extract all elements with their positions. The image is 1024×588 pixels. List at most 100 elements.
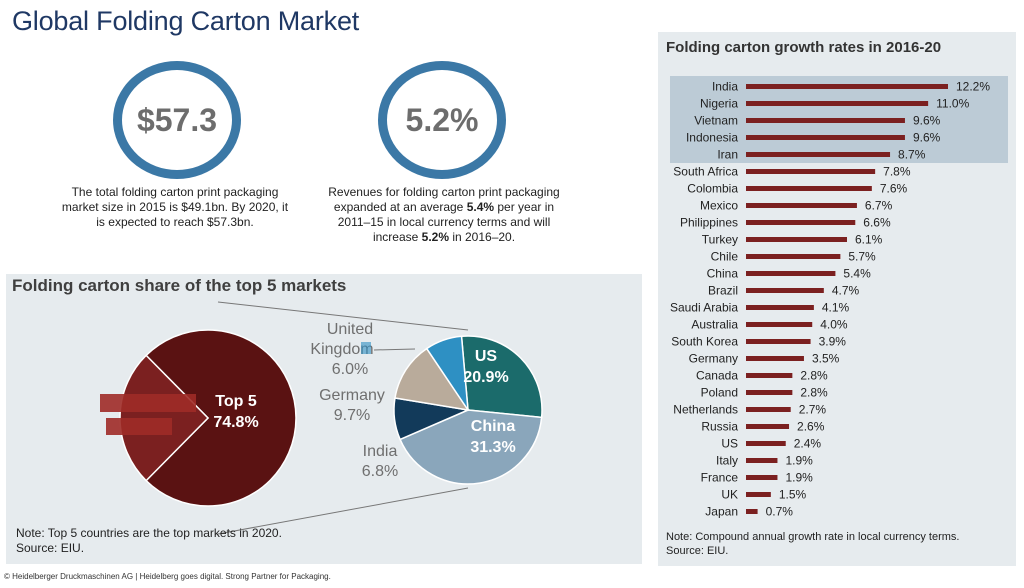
pie-value-us: 20.9% xyxy=(463,369,508,386)
kpi-text-growth-part3: in 2016–20. xyxy=(449,230,516,244)
kpi-ring-growth: 5.2% xyxy=(378,61,506,179)
bar-note-source: Source: EIU. xyxy=(666,545,729,557)
sub-pie-slice-us xyxy=(460,335,543,419)
bar-philippines xyxy=(746,220,856,225)
bar-saudi-arabia xyxy=(746,305,814,310)
pie-label-germany: Germany xyxy=(319,387,385,404)
bar-russia xyxy=(746,424,790,429)
bar-poland xyxy=(746,390,793,395)
kpi-text-market-size: The total folding carton print packaging… xyxy=(61,185,289,229)
kpi-text-growth: Revenues for folding carton print packag… xyxy=(326,185,562,245)
bar-category-label: Vietnam xyxy=(694,114,738,128)
bar-turkey xyxy=(746,237,847,242)
bar-value-label: 4.1% xyxy=(822,301,850,315)
bar-japan xyxy=(746,509,758,514)
pie-label-uk-line2: Kingdom xyxy=(310,341,373,358)
bar-value-label: 4.7% xyxy=(832,284,860,298)
bar-chart-svg: India 12.2% Nigeria 11.0% Vietnam 9.6% Indones… xyxy=(670,76,1008,519)
kpi-text-growth-part2: per year in 2011–15 in local currency te… xyxy=(337,200,555,244)
pie-value-uk: 6.0% xyxy=(332,361,368,378)
bar-category-label: Russia xyxy=(701,420,738,434)
bar-nigeria xyxy=(746,101,929,106)
bar-category-label: France xyxy=(701,471,739,485)
bar-category-label: Iran xyxy=(717,148,738,162)
sub-pie xyxy=(393,335,543,485)
pie-label-us: US xyxy=(475,348,498,365)
bar-value-label: 11.0% xyxy=(936,97,969,111)
bar-value-label: 6.7% xyxy=(865,199,893,213)
bar-value-label: 9.6% xyxy=(913,131,941,145)
bar-category-label: India xyxy=(712,80,738,94)
pie-label-india: India xyxy=(363,443,398,460)
bar-south-korea xyxy=(746,339,811,344)
bar-category-label: Germany xyxy=(689,352,738,366)
bar-value-label: 2.8% xyxy=(800,386,828,400)
bar-iran xyxy=(746,152,891,157)
bar-us xyxy=(746,441,786,446)
footer: © Heidelberger Druckmaschinen AG | Heide… xyxy=(4,572,331,581)
bar-italy xyxy=(746,458,778,463)
main-pie-slice-top-5 xyxy=(145,329,297,507)
bar-value-label: 3.9% xyxy=(819,335,847,349)
bar-value-label: 5.7% xyxy=(848,250,876,264)
kpi-text-growth-part1: Revenues for folding carton print packag… xyxy=(328,185,560,214)
pie-label-top5: Top 5 xyxy=(215,393,257,410)
kpi-value-growth: 5.2% xyxy=(405,101,479,138)
bar-category-label: Indonesia xyxy=(686,131,738,145)
bar-value-label: 2.7% xyxy=(799,403,827,417)
bar-category-label: South Korea xyxy=(671,335,738,349)
pie-value-germany: 9.7% xyxy=(334,407,370,424)
bar-category-label: Chile xyxy=(711,250,739,264)
kpi-text-growth-bold1: 5.4% xyxy=(466,200,495,214)
bar-category-label: UK xyxy=(721,488,738,502)
uk-marker xyxy=(361,342,371,354)
pie-value-china: 31.3% xyxy=(470,439,515,456)
pie-note-text: Note: Top 5 countries are the top market… xyxy=(16,526,282,540)
bar-australia xyxy=(746,322,813,327)
bar-category-label: Italy xyxy=(716,454,738,468)
bar-category-label: Netherlands xyxy=(673,403,738,417)
bar-uk xyxy=(746,492,771,497)
kpi-ring-market-size: $57.3 xyxy=(113,61,241,179)
pie-label-china: China xyxy=(471,418,516,435)
pie-wedge-stripe xyxy=(100,394,196,412)
bar-france xyxy=(746,475,778,480)
uk-leader xyxy=(373,348,416,351)
bar-category-label: Turkey xyxy=(702,233,738,247)
bar-canada xyxy=(746,373,793,378)
bar-germany xyxy=(746,356,804,361)
bar-chart-note: Note: Compound annual growth rate in loc… xyxy=(666,530,959,558)
bar-china xyxy=(746,271,836,276)
bar-value-label: 7.6% xyxy=(880,182,908,196)
bar-category-label: Philippines xyxy=(680,216,738,230)
kpi-value-market-size: $57.3 xyxy=(136,101,218,138)
sub-pie-slice-china xyxy=(399,409,543,485)
bar-value-label: 1.9% xyxy=(785,454,813,468)
pie-chart-title: Folding carton share of the top 5 market… xyxy=(12,276,347,295)
bar-brazil xyxy=(746,288,824,293)
bar-note-text: Note: Compound annual growth rate in loc… xyxy=(666,531,960,543)
bar-value-label: 6.1% xyxy=(855,233,883,247)
bar-category-label: Brazil xyxy=(708,284,738,298)
pie-label-uk-line1: United xyxy=(327,321,373,338)
bar-south-africa xyxy=(746,169,876,174)
bar-category-label: Nigeria xyxy=(700,97,738,111)
bar-value-label: 5.4% xyxy=(843,267,871,281)
bar-value-label: 1.5% xyxy=(779,488,807,502)
bar-value-label: 7.8% xyxy=(883,165,911,179)
kpi-text-growth-bold2: 5.2% xyxy=(421,230,449,244)
pie-value-india: 6.8% xyxy=(362,463,398,480)
page-title: Global Folding Carton Market xyxy=(12,6,360,36)
pie-connector-bottom xyxy=(217,487,469,535)
bar-category-label: Australia xyxy=(691,318,738,332)
bar-chart-title: Folding carton growth rates in 2016-20 xyxy=(666,39,942,56)
bar-value-label: 4.0% xyxy=(820,318,848,332)
sub-pie-slice-germany xyxy=(394,347,470,412)
bar-category-label: Japan xyxy=(705,505,738,519)
bar-category-label: South Africa xyxy=(673,165,738,179)
bar-category-label: Saudi Arabia xyxy=(670,301,738,315)
bar-value-label: 1.9% xyxy=(785,471,813,485)
pie-value-top5: 74.8% xyxy=(213,414,258,431)
bar-category-label: Mexico xyxy=(700,199,738,213)
bar-value-label: 2.4% xyxy=(794,437,822,451)
